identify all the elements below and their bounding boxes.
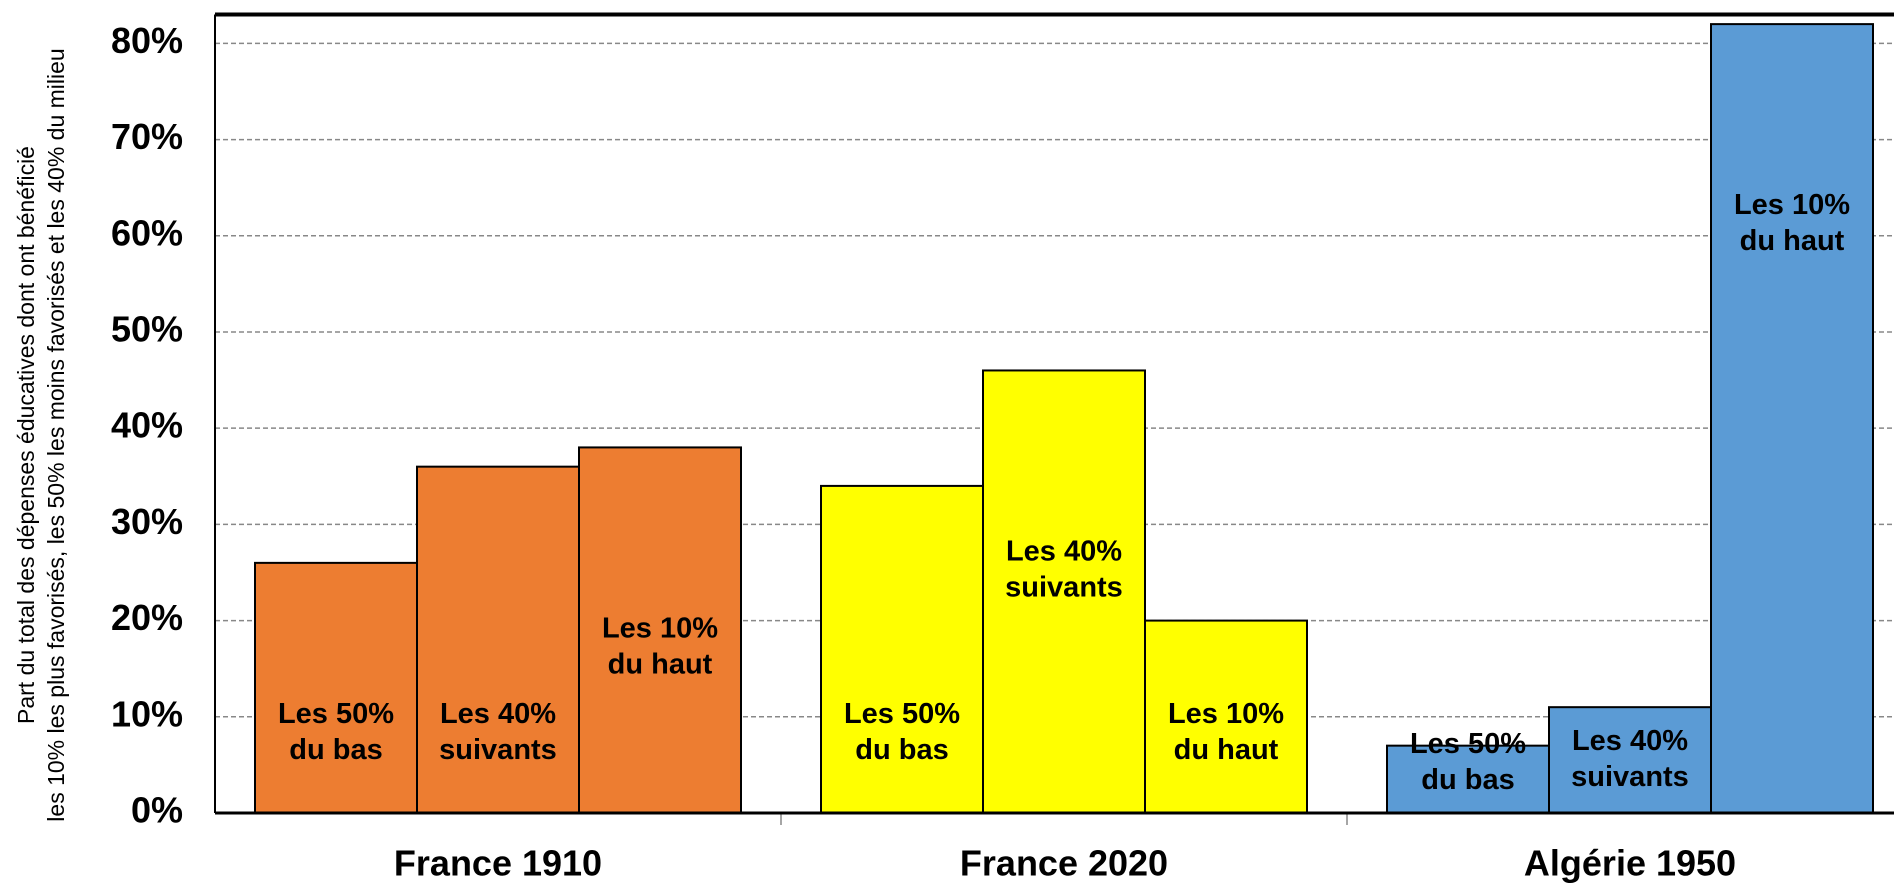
bar-label-line: suivants [1571, 761, 1689, 793]
y-tick-label: 30% [111, 501, 183, 542]
bar [982, 369, 1146, 814]
x-tick-label: France 1910 [394, 843, 602, 884]
bar-label: Les 10% du haut [1168, 698, 1284, 766]
bar [1144, 619, 1308, 814]
bar-label-line: du bas [1421, 764, 1514, 796]
bar [254, 561, 418, 815]
bar-label-line: Les 50% [1410, 728, 1526, 760]
bar [1710, 23, 1874, 814]
y-tick-label: 10% [111, 693, 183, 734]
bar-label-line: du haut [1740, 225, 1845, 257]
x-tick-label: Algérie 1950 [1524, 843, 1736, 884]
bar-label-line: Les 10% [1734, 189, 1850, 221]
bar [416, 465, 580, 814]
y-tick-label: 20% [111, 597, 183, 638]
y-axis-label: Part du total des dépenses éducatives do… [13, 146, 39, 724]
bar-label: Les 40% suivants [439, 698, 557, 766]
y-tick-label: 60% [111, 212, 183, 253]
y-tick-label: 80% [111, 20, 183, 61]
bar-label-line: du bas [855, 734, 948, 766]
bar-label-line: suivants [439, 734, 557, 766]
bar-label: Les 10% du haut [1734, 189, 1850, 257]
y-tick-label: 0% [131, 790, 183, 831]
bar-label: Les 40% suivants [1005, 535, 1123, 603]
bar-label-line: suivants [1005, 571, 1123, 603]
bar-label-line: du haut [1174, 734, 1279, 766]
bar-label: Les 10% du haut [602, 612, 718, 680]
y-tick-label: 50% [111, 308, 183, 349]
bar-label-line: du bas [289, 734, 382, 766]
y-tick-label: 70% [111, 116, 183, 157]
bar-label-line: Les 10% [1168, 698, 1284, 730]
bar [820, 484, 984, 814]
bar-label-line: Les 50% [278, 698, 394, 730]
bar-label-line: Les 40% [440, 698, 556, 730]
bar-label-line: du haut [608, 648, 713, 680]
bar-label-line: Les 40% [1006, 535, 1122, 567]
y-tick-label: 40% [111, 405, 183, 446]
bar [578, 446, 742, 814]
bar-label: Les 50% du bas [1410, 728, 1526, 796]
bar-label-line: Les 40% [1572, 725, 1688, 757]
bar-label-line: Les 50% [844, 698, 960, 730]
bar-label-line: Les 10% [602, 612, 718, 644]
bar-label: Les 50% du bas [278, 698, 394, 766]
y-axis-label: les 10% les plus favorisés, les 50% les … [43, 48, 69, 821]
x-tick-label: France 2020 [960, 843, 1168, 884]
bar-label: Les 40% suivants [1571, 725, 1689, 793]
bar-label: Les 50% du bas [844, 698, 960, 766]
